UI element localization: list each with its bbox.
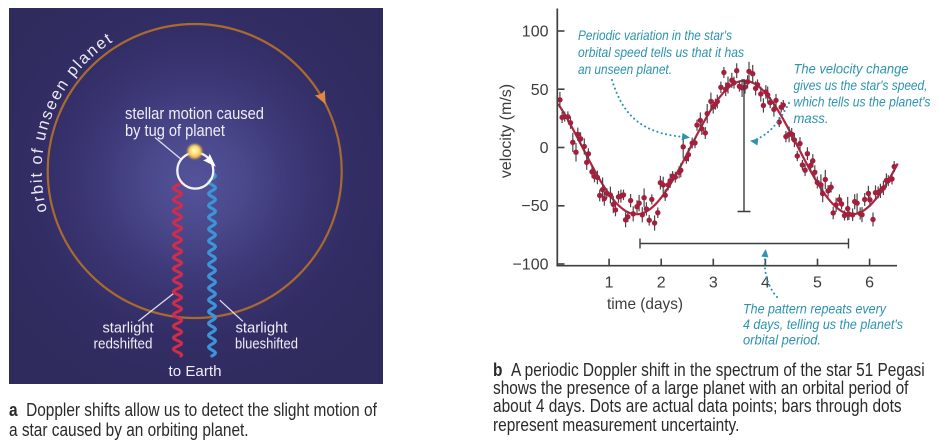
svg-text:0: 0 xyxy=(540,140,549,157)
svg-text:−100: −100 xyxy=(512,257,548,274)
svg-text:an unseen planet.: an unseen planet. xyxy=(578,61,672,77)
svg-text:4: 4 xyxy=(761,275,770,292)
svg-text:The velocity change: The velocity change xyxy=(794,61,909,77)
svg-text:mass.: mass. xyxy=(794,110,829,126)
svg-text:velocity (m/s): velocity (m/s) xyxy=(498,84,515,178)
svg-text:6: 6 xyxy=(865,275,874,292)
svg-text:orbital speed tells us that it: orbital speed tells us that it has xyxy=(578,44,744,60)
svg-text:blueshifted: blueshifted xyxy=(235,336,298,353)
svg-text:1: 1 xyxy=(605,275,614,292)
svg-text:3: 3 xyxy=(709,275,718,292)
svg-text:gives us the star's speed,: gives us the star's speed, xyxy=(794,77,928,93)
svg-text:4 days, telling us the planet': 4 days, telling us the planet's xyxy=(743,316,903,332)
svg-text:stellar motion caused: stellar motion caused xyxy=(125,105,264,123)
svg-text:time (days): time (days) xyxy=(607,296,683,313)
svg-text:by tug of planet: by tug of planet xyxy=(125,122,225,140)
svg-text:starlight: starlight xyxy=(103,320,155,337)
svg-text:which tells us the planet's: which tells us the planet's xyxy=(794,94,931,110)
svg-text:starlight: starlight xyxy=(236,320,289,337)
svg-text:100: 100 xyxy=(522,24,549,41)
svg-text:5: 5 xyxy=(813,275,822,292)
svg-text:orbital period.: orbital period. xyxy=(743,332,821,348)
svg-text:2: 2 xyxy=(657,275,666,292)
svg-text:to Earth: to Earth xyxy=(169,363,222,380)
svg-text:The pattern repeats every: The pattern repeats every xyxy=(743,301,887,317)
svg-text:redshifted: redshifted xyxy=(94,336,153,353)
svg-text:50: 50 xyxy=(531,82,549,99)
svg-text:Periodic variation in the star: Periodic variation in the star's xyxy=(578,27,732,43)
svg-text:−50: −50 xyxy=(521,198,548,215)
